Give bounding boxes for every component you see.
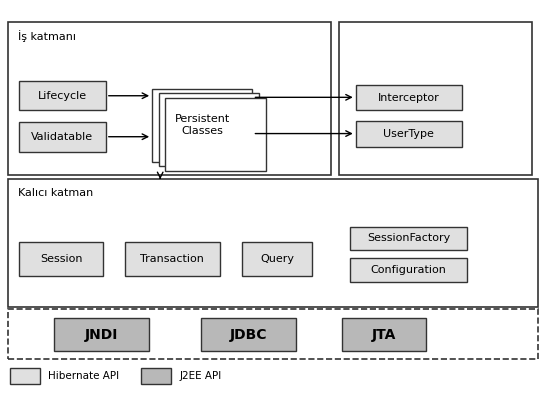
Bar [152,89,252,162]
Text: JNDI: JNDI [85,328,118,342]
Bar [159,93,259,166]
Text: Transaction: Transaction [141,254,204,264]
Text: Interceptor: Interceptor [378,93,439,102]
Text: İş katmanı: İş katmanı [18,30,76,42]
Bar [19,242,103,276]
Bar [141,368,171,384]
Text: JDBC: JDBC [230,328,267,342]
Bar [10,368,40,384]
Bar [165,98,266,171]
Bar [350,227,467,250]
Text: Hibernate API: Hibernate API [48,371,119,381]
Text: UserType: UserType [383,129,434,139]
Text: J2EE API: J2EE API [179,371,222,381]
Bar [54,318,149,351]
Bar [19,81,106,110]
Text: Kalıcı katman: Kalıcı katman [18,188,93,198]
Bar [19,122,106,152]
Text: SessionFactory: SessionFactory [367,233,450,243]
Bar [125,242,220,276]
Bar [8,179,538,307]
Bar [339,22,532,175]
Bar [8,22,331,175]
Bar [242,242,312,276]
Text: Lifecycle: Lifecycle [38,91,87,100]
Bar [356,121,462,147]
Bar [342,318,426,351]
Text: Session: Session [40,254,83,264]
Text: Validatable: Validatable [31,132,93,142]
Bar [356,85,462,110]
Text: JTA: JTA [372,328,396,342]
Bar [8,309,538,359]
Text: Configuration: Configuration [371,265,446,275]
Text: Query: Query [260,254,294,264]
Bar [201,318,296,351]
Text: Persistent
Classes: Persistent Classes [175,114,230,136]
Bar [350,258,467,282]
